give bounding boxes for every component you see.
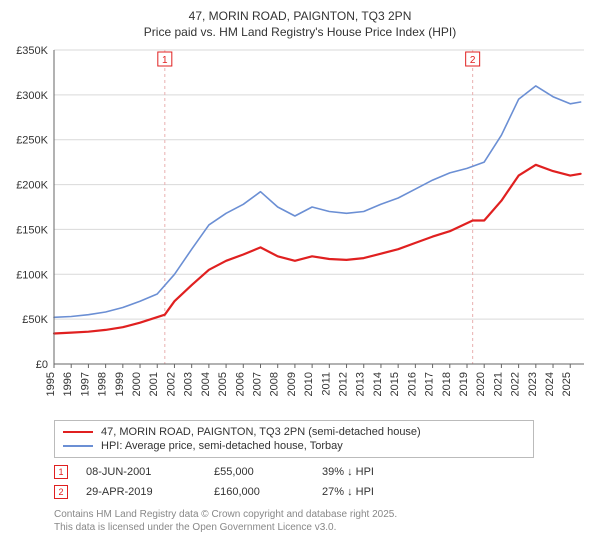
svg-text:2022: 2022	[510, 372, 522, 396]
svg-text:2008: 2008	[269, 372, 281, 396]
svg-text:£250K: £250K	[16, 135, 48, 147]
sale-date: 08-JUN-2001	[86, 466, 196, 478]
price-chart: £0 £50K £100K £150K £200K £250K £300K £350K 1 2 19…	[10, 44, 590, 414]
svg-text:1: 1	[162, 55, 168, 66]
sale-delta: 39% ↓ HPI	[322, 466, 432, 478]
svg-text:2: 2	[470, 55, 476, 66]
sale-marker-badge: 2	[54, 485, 68, 499]
svg-text:2000: 2000	[131, 372, 143, 396]
footer-line1: Contains HM Land Registry data © Crown c…	[54, 508, 590, 521]
svg-text:£200K: £200K	[16, 180, 48, 192]
svg-text:2015: 2015	[389, 372, 401, 396]
footer-attribution: Contains HM Land Registry data © Crown c…	[54, 508, 590, 534]
svg-text:2017: 2017	[424, 372, 436, 396]
legend: 47, MORIN ROAD, PAIGNTON, TQ3 2PN (semi-…	[54, 420, 534, 458]
svg-text:£0: £0	[36, 359, 48, 371]
title-line1: 47, MORIN ROAD, PAIGNTON, TQ3 2PN	[10, 8, 590, 24]
svg-text:2002: 2002	[165, 372, 177, 396]
svg-text:2007: 2007	[251, 372, 263, 396]
sale-price: £160,000	[214, 486, 304, 498]
svg-text:2018: 2018	[441, 372, 453, 396]
legend-item: 47, MORIN ROAD, PAIGNTON, TQ3 2PN (semi-…	[63, 425, 525, 439]
sale-delta: 27% ↓ HPI	[322, 486, 432, 498]
svg-text:2013: 2013	[355, 372, 367, 396]
svg-text:2005: 2005	[217, 372, 229, 396]
svg-text:2020: 2020	[475, 372, 487, 396]
svg-text:2023: 2023	[527, 372, 539, 396]
sale-marker-badge: 1	[54, 465, 68, 479]
svg-text:2024: 2024	[544, 372, 556, 396]
svg-text:2010: 2010	[303, 372, 315, 396]
svg-text:2009: 2009	[286, 372, 298, 396]
sale-price: £55,000	[214, 466, 304, 478]
svg-text:2001: 2001	[148, 372, 160, 396]
svg-text:£350K: £350K	[16, 45, 48, 57]
svg-text:£300K: £300K	[16, 90, 48, 102]
svg-text:2021: 2021	[492, 372, 504, 396]
svg-text:2012: 2012	[338, 372, 350, 396]
svg-text:1996: 1996	[62, 372, 74, 396]
legend-label: HPI: Average price, semi-detached house,…	[101, 440, 343, 452]
sales-table: 1 08-JUN-2001 £55,000 39% ↓ HPI 2 29-APR-2019…	[54, 462, 534, 502]
legend-swatch	[63, 431, 93, 433]
svg-text:1999: 1999	[114, 372, 126, 396]
legend-swatch	[63, 445, 93, 447]
svg-text:2025: 2025	[561, 372, 573, 396]
chart-title: 47, MORIN ROAD, PAIGNTON, TQ3 2PN Price …	[10, 8, 590, 40]
svg-text:2004: 2004	[200, 372, 212, 396]
svg-text:2019: 2019	[458, 372, 470, 396]
svg-text:£100K: £100K	[16, 270, 48, 282]
legend-item: HPI: Average price, semi-detached house,…	[63, 439, 525, 453]
svg-text:1998: 1998	[97, 372, 109, 396]
svg-text:1995: 1995	[45, 372, 57, 396]
svg-text:£150K: £150K	[16, 225, 48, 237]
svg-text:2006: 2006	[234, 372, 246, 396]
footer-line2: This data is licensed under the Open Gov…	[54, 521, 590, 534]
svg-text:1997: 1997	[79, 372, 91, 396]
svg-text:2003: 2003	[183, 372, 195, 396]
sale-row: 1 08-JUN-2001 £55,000 39% ↓ HPI	[54, 462, 534, 482]
sale-row: 2 29-APR-2019 £160,000 27% ↓ HPI	[54, 482, 534, 502]
legend-label: 47, MORIN ROAD, PAIGNTON, TQ3 2PN (semi-…	[101, 426, 421, 438]
title-line2: Price paid vs. HM Land Registry's House …	[10, 24, 590, 40]
sale-date: 29-APR-2019	[86, 486, 196, 498]
svg-text:2016: 2016	[406, 372, 418, 396]
svg-text:2011: 2011	[320, 372, 332, 396]
svg-text:£50K: £50K	[22, 315, 48, 327]
svg-text:2014: 2014	[372, 372, 384, 396]
